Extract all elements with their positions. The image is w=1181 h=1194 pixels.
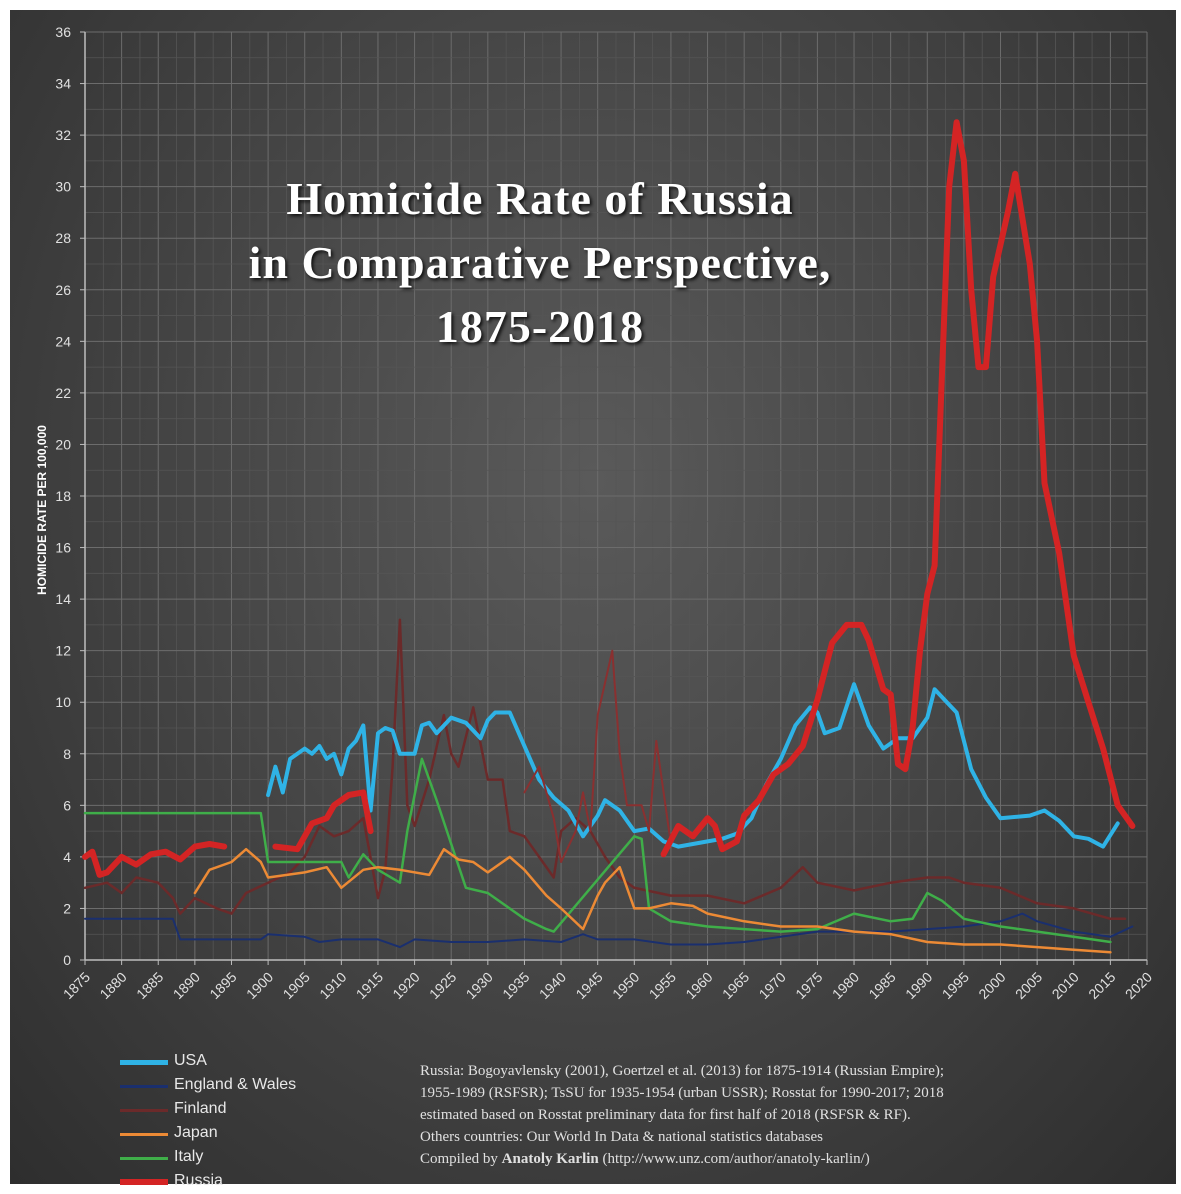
chart-frame: 0 2 4 6 8 10 12 14 16 18 20 22 24 26 28 30 32 34 36 1875 188… [10,10,1176,1189]
x-tick-label: 1915 [353,969,386,1002]
y-tick-label: 6 [63,797,71,813]
y-tick-label: 26 [55,282,71,298]
x-tick-label: 2005 [1012,969,1045,1002]
x-tick-label: 1955 [646,969,679,1002]
series-line-england-wales [84,912,1134,949]
chart-title-line-1: Homicide Rate of Russia [286,173,794,224]
y-tick-label: 36 [55,24,71,40]
author-name: Anatoly Karlin [501,1151,599,1167]
legend-swatch [120,1108,168,1112]
legend-swatch [120,1179,168,1185]
series-line-japan [193,847,1112,954]
legend-item: Russia [120,1170,420,1194]
x-tick-label: 1885 [133,969,166,1002]
legend-label: Russia [174,1172,223,1189]
legend-swatch [120,1084,168,1088]
x-tick-label: 1875 [60,969,93,1002]
x-tick-label: 1880 [96,969,129,1002]
series-line-russia [660,119,1136,858]
y-axis-label: HOMICIDE RATE PER 100,000 [35,425,49,595]
x-tick-label: 1910 [316,969,349,1002]
legend-swatch [120,1132,168,1136]
source-notes: Russia: Bogoyavlensky (2001), Goertzel e… [420,1060,1150,1170]
series-line-italy [83,757,1112,944]
x-tick-label: 1935 [499,969,532,1002]
x-tick-label: 1990 [902,969,935,1002]
legend: USA England & Wales Finland Japan Italy Russi… [120,1050,420,1194]
legend-label: Japan [174,1124,218,1141]
legend-item: Italy [120,1146,420,1170]
x-tick-label: 1950 [609,969,642,1002]
series-line-russia [82,841,228,878]
y-tick-label: 0 [63,952,71,968]
source-line: 1955-1989 (RSFSR); TsSU for 1935-1954 (u… [420,1085,944,1101]
legend-swatch [120,1156,168,1160]
source-line: Others countries: Our World In Data & na… [420,1129,824,1145]
y-tick-label: 34 [55,76,71,92]
y-tick-label: 22 [55,385,71,401]
credit-prefix: Compiled by [420,1151,502,1167]
x-tick-label: 1920 [389,969,422,1002]
x-tick-label: 1940 [536,969,569,1002]
legend-label: Italy [174,1148,204,1165]
x-tick-label: 1975 [792,969,825,1002]
y-tick-label: 20 [55,436,71,452]
x-tick-label: 2010 [1049,969,1082,1002]
x-tick-label: 1905 [280,969,313,1002]
y-tick-label: 8 [63,746,71,762]
legend-item: USA [120,1050,420,1074]
chart-title-line-3: 1875-2018 [435,301,645,352]
x-tick-label: 2015 [1085,969,1118,1002]
x-tick-label: 1960 [682,969,715,1002]
y-tick-label: 2 [63,900,71,916]
series-line-finland [523,649,672,863]
series-line-russia [272,789,374,853]
x-tick-label: 1985 [865,969,898,1002]
y-tick-label: 4 [63,849,71,865]
x-tick-label: 1995 [939,969,972,1002]
y-tick-label: 28 [55,230,71,246]
x-tick-label: 1890 [170,969,203,1002]
legend-item: England & Wales [120,1074,420,1098]
source-credit-line: Compiled by Anatoly Karlin (http://www.u… [420,1148,1150,1170]
y-tick-label: 14 [55,591,71,607]
x-tick-label: 1895 [206,969,239,1002]
x-tick-label: 2000 [975,969,1008,1002]
credit-url: (http://www.unz.com/author/anatoly-karli… [598,1151,870,1167]
y-tick-label: 16 [55,540,71,556]
x-tick-label: 1930 [463,969,496,1002]
series-line-finland [83,618,1127,921]
source-line: estimated based on Rosstat preliminary d… [420,1107,911,1123]
chart-title-line-2: in Comparative Perspective, [248,237,832,288]
x-tick-label: 1945 [572,969,605,1002]
legend-item: Finland [120,1098,420,1122]
y-tick-label: 10 [55,694,71,710]
legend-label: USA [174,1052,207,1069]
x-tick-label: 1980 [829,969,862,1002]
x-tick-label: 1900 [243,969,276,1002]
x-tick-label: 2020 [1122,969,1155,1002]
y-tick-label: 12 [55,643,71,659]
x-tick-label: 1965 [719,969,752,1002]
y-tick-label: 30 [55,179,71,195]
legend-label: England & Wales [174,1076,297,1093]
legend-swatch [120,1059,168,1065]
series-line-usa [266,682,1120,849]
y-tick-label: 24 [55,333,71,349]
source-line: Russia: Bogoyavlensky (2001), Goertzel e… [420,1063,945,1079]
x-tick-label: 1925 [426,969,459,1002]
y-tick-label: 18 [55,488,71,504]
x-tick-label: 1970 [756,969,789,1002]
y-tick-label: 32 [55,127,71,143]
legend-label: Finland [174,1100,227,1117]
legend-item: Japan [120,1122,420,1146]
